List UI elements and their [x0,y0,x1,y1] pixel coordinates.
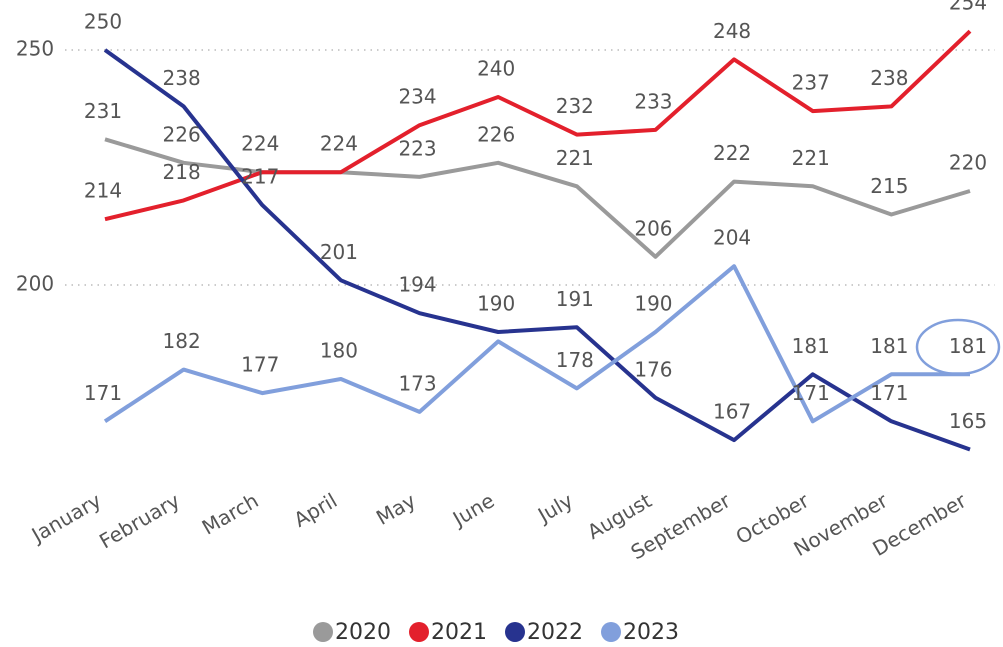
data-label: 177 [241,353,279,377]
data-label: 178 [556,348,594,372]
x-tick-label: July [532,488,577,528]
data-label: 171 [792,381,830,405]
data-label: 226 [163,122,201,146]
data-label: 190 [477,292,515,316]
data-label: 224 [241,132,279,156]
x-tick-label: March [198,488,263,539]
data-label: 182 [163,329,201,353]
series-line [104,29,972,222]
legend: 2020 2021 2022 2023 [313,620,679,645]
data-label: 191 [556,287,594,311]
data-label: 248 [713,19,751,43]
data-label: 226 [477,122,515,146]
data-label: 171 [870,381,908,405]
x-tick-label: January [26,488,106,548]
data-label: 233 [634,89,672,113]
data-label: 190 [634,292,672,316]
data-label: 201 [320,240,358,264]
lines [103,29,972,452]
series-line [103,48,971,452]
data-label: 222 [713,141,751,165]
y-tick-label: 250 [16,37,54,61]
legend-marker [505,622,525,642]
data-label: 181 [792,334,830,358]
data-label: 223 [398,136,436,160]
labels: 231 226 223 226 221 206 222 221 215 220 214 218 224 2… [84,0,987,433]
data-label: 237 [792,71,830,95]
series-line [104,137,971,259]
data-label: 218 [163,160,201,184]
legend-marker [409,622,429,642]
series-line [103,264,970,424]
data-label: 206 [634,216,672,240]
y-tick-label: 200 [16,272,54,296]
data-label: 231 [84,99,122,123]
data-label: 194 [398,273,436,297]
data-label: 176 [634,357,672,381]
data-label: 220 [949,151,987,175]
legend-marker [313,622,333,642]
legend-label: 2020 [335,620,391,645]
data-label: 238 [163,66,201,90]
data-label: 232 [556,94,594,118]
data-label: 181 [870,334,908,358]
data-label: 221 [556,146,594,170]
x-tick-label: June [447,488,498,532]
data-label: 250 [84,10,122,34]
legend-marker [601,622,621,642]
x-tick-label: April [290,488,342,532]
data-label: 234 [398,85,436,109]
data-label: 180 [320,339,358,363]
data-label: 240 [477,57,515,81]
data-label: 214 [84,179,122,203]
legend-label: 2022 [527,620,583,645]
data-label: 215 [870,174,908,198]
legend-label: 2021 [431,620,487,645]
x-tick-label: May [372,488,420,530]
legend-label: 2023 [623,620,679,645]
data-label: 181 [949,334,987,358]
data-label: 238 [870,66,908,90]
data-label: 165 [949,409,987,433]
data-label: 221 [792,146,830,170]
data-label: 217 [241,165,279,189]
data-label: 173 [398,371,436,395]
data-label: 204 [713,226,751,250]
data-label: 224 [320,132,358,156]
data-label: 254 [949,0,987,15]
x-tick-label: February [95,488,184,553]
data-label: 171 [84,381,122,405]
data-label: 167 [713,400,751,424]
